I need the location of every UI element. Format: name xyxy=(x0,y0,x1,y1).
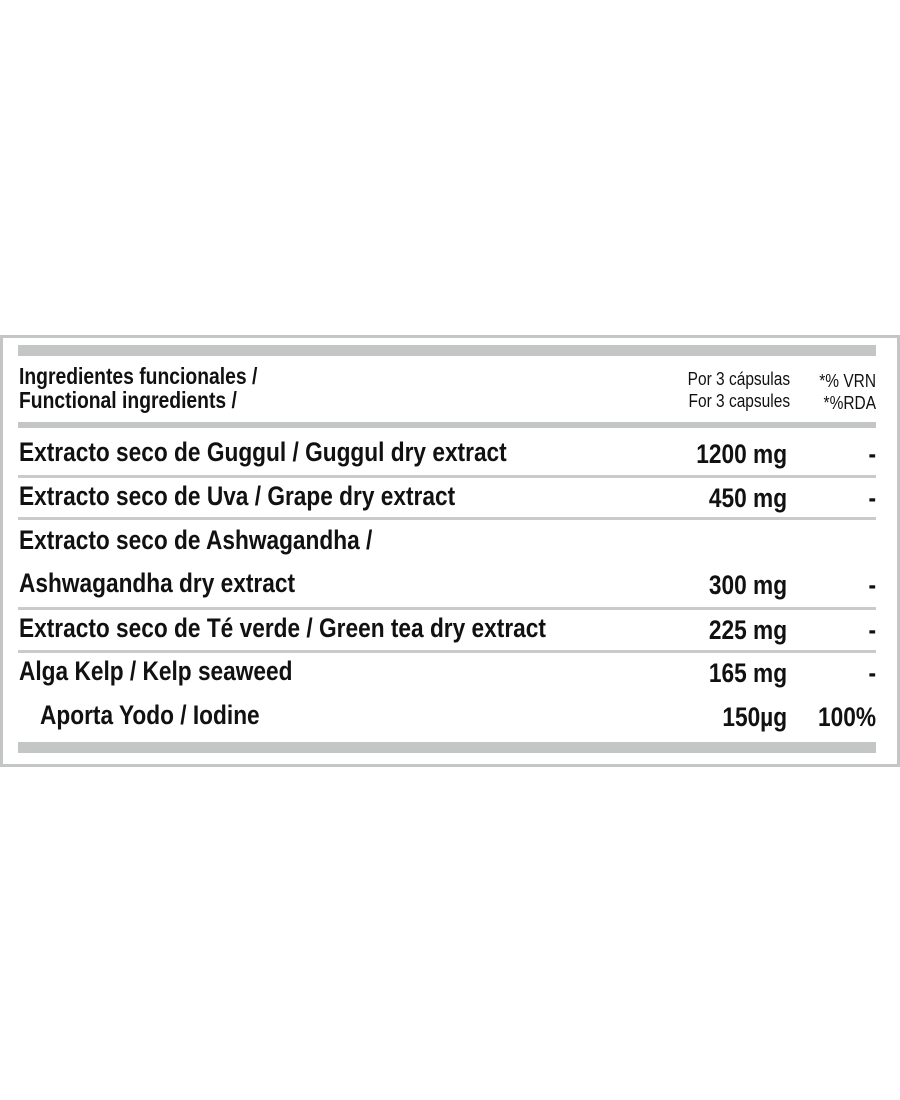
row-divider xyxy=(18,517,876,520)
header-divider xyxy=(18,422,876,428)
row-divider xyxy=(18,475,876,478)
row-divider xyxy=(18,650,876,653)
row-amount: 150µg xyxy=(722,702,787,732)
row-divider xyxy=(18,607,876,610)
row-name: Extracto seco de Uva / Grape dry extract xyxy=(19,481,456,511)
bottom-bar xyxy=(18,742,876,753)
row-name-line2: Ashwagandha dry extract xyxy=(19,568,296,598)
row-name: Alga Kelp / Kelp seaweed xyxy=(19,656,293,686)
header-title-es: Ingredientes funcionales / xyxy=(19,363,258,389)
row-name: Extracto seco de Guggul / Guggul dry ext… xyxy=(19,437,507,467)
row-amount: 1200 mg xyxy=(696,439,787,469)
row-pct: 100% xyxy=(817,702,876,732)
header-serving-es: Por 3 cápsulas xyxy=(687,369,790,389)
header-ref-es: *% VRN xyxy=(819,371,876,391)
header-title-en: Functional ingredients / xyxy=(19,387,237,413)
row-pct: - xyxy=(868,439,876,469)
row-name: Extracto seco de Té verde / Green tea dr… xyxy=(19,613,546,643)
row-amount: 165 mg xyxy=(708,658,787,688)
row-amount: 300 mg xyxy=(708,570,787,600)
ingredients-table xyxy=(0,335,900,767)
top-bar xyxy=(18,345,876,356)
row-amount: 450 mg xyxy=(708,483,787,513)
row-pct: - xyxy=(868,570,876,600)
header-ref-en: *%RDA xyxy=(823,393,876,413)
row-amount: 225 mg xyxy=(708,615,787,645)
row-pct: - xyxy=(868,658,876,688)
row-pct: - xyxy=(868,615,876,645)
row-name: Extracto seco de Ashwagandha / xyxy=(19,525,373,555)
row-pct: - xyxy=(868,483,876,513)
row-name-sub: Aporta Yodo / Iodine xyxy=(40,700,260,730)
header-serving-en: For 3 capsules xyxy=(688,391,790,411)
